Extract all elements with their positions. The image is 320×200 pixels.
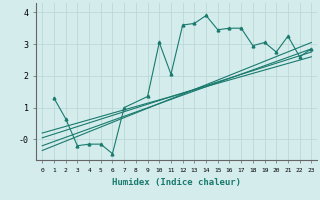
X-axis label: Humidex (Indice chaleur): Humidex (Indice chaleur) bbox=[112, 178, 241, 187]
